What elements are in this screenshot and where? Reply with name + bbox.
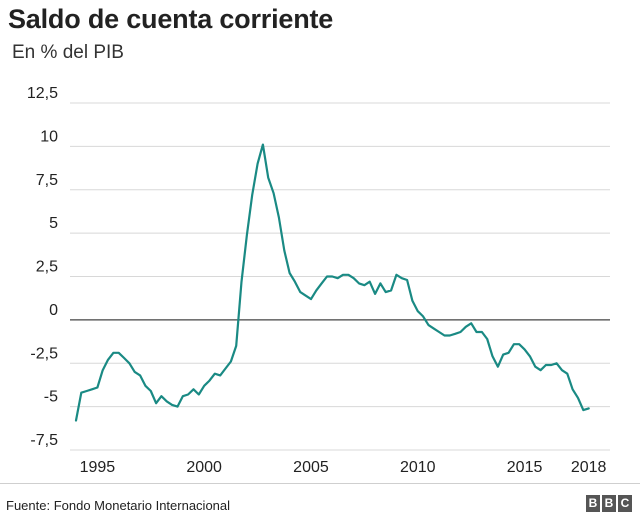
y-tick-label: 0 <box>49 302 58 319</box>
x-tick-label: 2005 <box>293 459 329 476</box>
series-line <box>74 143 590 422</box>
line-chart: 12,5 10 7,5 5 2,5 0 -2,5 -5 -7,5 1995 2000 2005 2010… <box>27 85 610 476</box>
y-tick-label: 7,5 <box>36 172 58 189</box>
x-tick-label: 2000 <box>186 459 222 476</box>
bbc-logo: B B C <box>586 495 632 512</box>
bbc-logo-letter: B <box>602 495 616 512</box>
x-tick-label: 2015 <box>507 459 543 476</box>
bbc-logo-letter: C <box>618 495 632 512</box>
x-tick-label: 1995 <box>80 459 116 476</box>
y-tick-label: 2,5 <box>36 259 58 276</box>
chart-title: Saldo de cuenta corriente <box>8 4 334 34</box>
chart-subtitle: En % del PIB <box>12 42 124 63</box>
y-tick-label: -2,5 <box>30 345 58 362</box>
y-tick-label: 12,5 <box>27 85 58 102</box>
y-tick-label: 5 <box>49 215 58 232</box>
y-tick-label: -7,5 <box>30 432 58 449</box>
footer-divider <box>0 483 640 484</box>
source-note: Fuente: Fondo Monetario Internacional <box>6 498 231 513</box>
bbc-logo-letter: B <box>586 495 600 512</box>
x-tick-label: 2018 <box>571 459 607 476</box>
x-tick-label: 2010 <box>400 459 436 476</box>
y-tick-label: 10 <box>40 128 58 145</box>
y-tick-label: -5 <box>44 389 58 406</box>
